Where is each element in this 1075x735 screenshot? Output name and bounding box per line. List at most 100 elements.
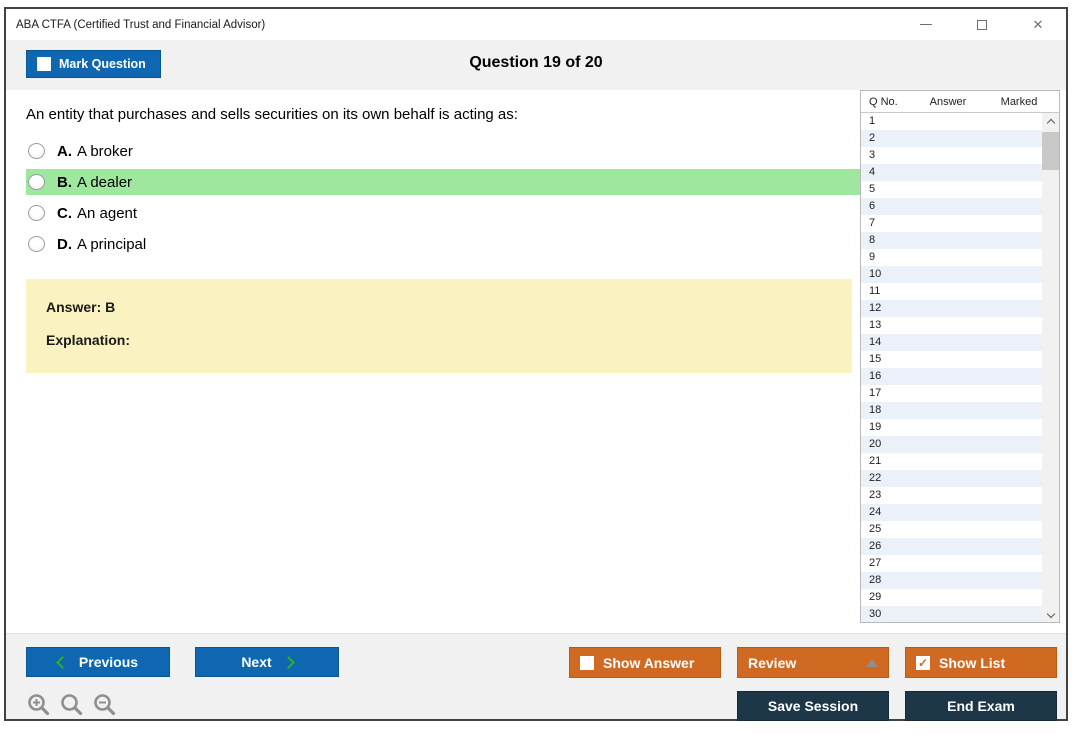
show-list-label: Show List — [939, 654, 1006, 671]
minimize-icon — [920, 24, 932, 25]
question-list-row-22[interactable]: 22 — [861, 470, 1042, 487]
save-session-button[interactable]: Save Session — [737, 691, 889, 721]
column-qno: Q No. — [869, 95, 898, 108]
option-letter: C. — [57, 204, 72, 222]
question-list-row-2[interactable]: 2 — [861, 130, 1042, 147]
chevron-down-icon — [1046, 609, 1055, 618]
question-counter: Question 19 of 20 — [469, 54, 603, 71]
previous-button[interactable]: Previous — [26, 647, 170, 677]
review-label: Review — [748, 654, 797, 671]
question-list-row-6[interactable]: 6 — [861, 198, 1042, 215]
question-text: An entity that purchases and sells secur… — [26, 106, 518, 123]
close-button[interactable]: ✕ — [1010, 9, 1066, 40]
option-text: A dealer — [77, 173, 133, 191]
radio-button-icon[interactable] — [28, 205, 45, 221]
zoom-out-icon[interactable] — [92, 692, 118, 718]
main-area: An entity that purchases and sells secur… — [6, 90, 1066, 633]
zoom-tools — [26, 692, 118, 718]
scrollbar-track[interactable] — [1042, 129, 1059, 606]
question-list-row-1[interactable]: 1 — [869, 115, 876, 127]
title-bar: ABA CTFA (Certified Trust and Financial … — [6, 9, 1066, 40]
question-list-row-25[interactable]: 25 — [869, 523, 882, 535]
mark-question-checkbox[interactable]: ✓ — [37, 57, 51, 71]
end-exam-label: End Exam — [947, 698, 1015, 714]
option-letter: D. — [57, 235, 72, 253]
radio-button-icon[interactable] — [28, 143, 45, 159]
question-rows: 1 2 3 4 5 6 7 8 9 10 11 12 13 14 15 16 17 18 19 20 21 22 23 24 2… — [861, 113, 1042, 622]
question-list-row-11[interactable]: 11 — [869, 285, 881, 297]
window-controls: ✕ — [898, 9, 1066, 40]
zoom-in-icon[interactable] — [26, 692, 52, 718]
question-list-row-8[interactable]: 8 — [861, 232, 1042, 249]
question-list-row-21[interactable]: 21 — [869, 455, 882, 467]
question-list-panel: Q No. Answer Marked 1 2 3 4 5 6 7 8 9 10 11 12 13 14 1… — [860, 90, 1060, 623]
question-list-row-26[interactable]: 26 — [861, 538, 1042, 555]
question-list-row-20[interactable]: 20 — [861, 436, 1042, 453]
option-text: A principal — [77, 235, 147, 253]
option-letter: B. — [57, 173, 72, 191]
zoom-reset-icon[interactable] — [59, 692, 85, 718]
save-session-label: Save Session — [767, 698, 859, 714]
next-button[interactable]: Next — [195, 647, 339, 677]
question-list-row-16[interactable]: 16 — [861, 368, 1042, 385]
answer-box: Answer: B Explanation: — [26, 279, 852, 373]
minimize-button[interactable] — [898, 9, 954, 40]
question-list-row-4[interactable]: 4 — [861, 164, 1042, 181]
question-list-row-17[interactable]: 17 — [869, 387, 882, 399]
mark-question-button[interactable]: ✓ Mark Question — [26, 50, 161, 78]
question-list-scrollbar[interactable] — [1042, 113, 1059, 622]
answer-option-a[interactable]: A. A broker — [26, 138, 862, 164]
show-list-checkbox[interactable]: ✓ — [916, 655, 930, 670]
question-list-body: 1 2 3 4 5 6 7 8 9 10 11 12 13 14 15 16 17 18 19 20 21 22 23 24 2… — [861, 113, 1059, 622]
maximize-button[interactable] — [954, 9, 1010, 40]
end-exam-button[interactable]: End Exam — [905, 691, 1057, 721]
mark-question-label: Mark Question — [59, 57, 146, 71]
nav-buttons: Previous Next — [26, 647, 339, 677]
option-text: A broker — [77, 142, 133, 160]
column-marked: Marked — [1000, 95, 1038, 108]
question-list-row-9[interactable]: 9 — [869, 251, 876, 263]
question-list-row-12[interactable]: 12 — [861, 300, 1042, 317]
question-list-row-24[interactable]: 24 — [861, 504, 1042, 521]
question-list-row-3[interactable]: 3 — [869, 149, 876, 161]
question-list-row-5[interactable]: 5 — [869, 183, 876, 195]
review-button[interactable]: Review — [737, 647, 889, 678]
question-list-row-28[interactable]: 28 — [861, 572, 1042, 589]
answer-option-c[interactable]: C. An agent — [26, 200, 862, 226]
radio-button-icon[interactable] — [28, 236, 45, 252]
answer-label: Answer: B — [46, 299, 116, 315]
question-list-row-23[interactable]: 23 — [869, 489, 882, 501]
previous-label: Previous — [78, 654, 139, 670]
triangle-up-icon — [866, 658, 878, 667]
question-list-row-19[interactable]: 19 — [869, 421, 882, 433]
question-list-row-15[interactable]: 15 — [869, 353, 882, 365]
scrollbar-down-button[interactable] — [1042, 606, 1059, 622]
chevron-up-icon — [1046, 118, 1055, 127]
question-list-row-7[interactable]: 7 — [869, 217, 876, 229]
question-list-header: Q No. Answer Marked — [861, 91, 1059, 113]
column-answer: Answer — [929, 95, 967, 108]
question-list-row-30[interactable]: 30 — [861, 606, 1042, 622]
options-list: A. A broker B. A dealer C. An agent D. A princi… — [26, 138, 862, 262]
radio-button-icon[interactable] — [28, 174, 45, 190]
question-list-row-27[interactable]: 27 — [869, 557, 882, 569]
question-list-row-13[interactable]: 13 — [869, 319, 882, 331]
window-title: ABA CTFA (Certified Trust and Financial … — [16, 18, 266, 31]
option-text: An agent — [77, 204, 138, 222]
question-list-row-29[interactable]: 29 — [869, 591, 882, 603]
header-band: ✓ Mark Question Question 19 of 20 — [6, 40, 1066, 90]
show-list-button[interactable]: ✓ Show List — [905, 647, 1057, 678]
answer-option-d[interactable]: D. A principal — [26, 231, 862, 257]
question-list-row-14[interactable]: 14 — [861, 334, 1042, 351]
answer-option-b[interactable]: B. A dealer — [26, 169, 862, 195]
show-answer-checkbox[interactable]: ✓ — [580, 655, 594, 670]
question-list-row-18[interactable]: 18 — [861, 402, 1042, 419]
show-answer-button[interactable]: ✓ Show Answer — [569, 647, 721, 678]
chevron-right-icon — [281, 655, 295, 669]
scrollbar-thumb[interactable] — [1042, 132, 1059, 170]
maximize-icon — [977, 19, 987, 30]
close-icon: ✕ — [1032, 17, 1044, 32]
scrollbar-up-button[interactable] — [1042, 113, 1059, 129]
show-answer-label: Show Answer — [603, 654, 695, 671]
question-list-row-10[interactable]: 10 — [861, 266, 1042, 283]
